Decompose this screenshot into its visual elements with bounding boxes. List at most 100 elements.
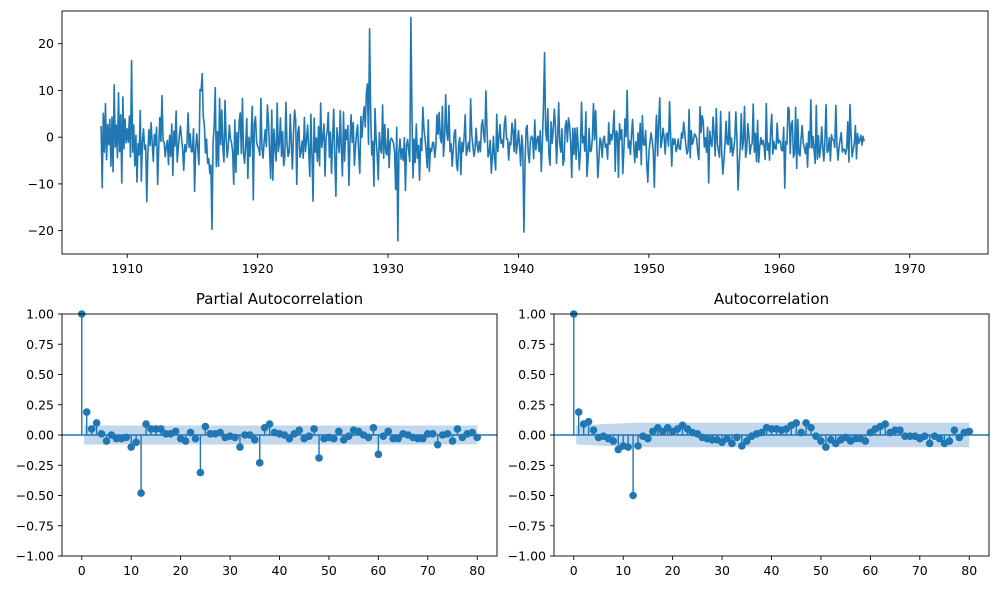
acf-x-tick-label: 70 bbox=[912, 563, 928, 578]
pacf-x-tick-label: 20 bbox=[173, 563, 189, 578]
ts-x-tick-label: 1960 bbox=[763, 261, 795, 276]
time-series-x-axis: 1910 1920 1930 1940 1950 1960 1970 bbox=[111, 254, 926, 276]
pacf-point bbox=[428, 429, 437, 438]
time-series-line bbox=[100, 16, 865, 242]
pacf-y-tick-label: −1.00 bbox=[16, 549, 54, 564]
pacf-point bbox=[87, 425, 96, 433]
pacf-point bbox=[191, 434, 200, 443]
acf-x-tick-label: 0 bbox=[570, 563, 578, 578]
pacf-point bbox=[344, 432, 353, 441]
pacf-point bbox=[394, 434, 402, 443]
pacf-point bbox=[305, 432, 313, 441]
acf-point bbox=[807, 423, 815, 432]
pacf-point bbox=[137, 489, 145, 497]
pacf-y-tick-label: 1.00 bbox=[26, 307, 54, 322]
acf-stems bbox=[569, 310, 974, 500]
acf-point bbox=[609, 437, 618, 445]
pacf-point bbox=[196, 468, 205, 477]
acf-point bbox=[822, 443, 830, 451]
pacf-y-tick-label: 0.50 bbox=[26, 367, 54, 382]
acf-y-tick-label: 0.00 bbox=[518, 428, 546, 443]
acf-y-tick-label: −0.50 bbox=[508, 488, 546, 503]
pacf-point bbox=[132, 438, 140, 447]
time-series-frame bbox=[61, 10, 989, 255]
pacf-x-tick-label: 50 bbox=[321, 563, 337, 578]
pacf-y-tick-label: 0.25 bbox=[26, 397, 54, 412]
pacf-x-axis: 0 10 20 30 40 50 60 70 80 bbox=[78, 556, 485, 578]
ts-y-tick-label: 0 bbox=[46, 130, 54, 145]
pacf-point bbox=[265, 420, 274, 428]
acf-point bbox=[950, 426, 959, 434]
pacf-y-axis: −1.00 −0.75 −0.50 −0.25 0.00 0.25 0.50 0.75 1.00 bbox=[16, 307, 62, 564]
pacf-point bbox=[181, 437, 190, 445]
acf-point bbox=[935, 434, 944, 443]
acf-point bbox=[881, 420, 889, 428]
acf-title: Autocorrelation bbox=[714, 290, 829, 308]
acf-point bbox=[629, 491, 637, 500]
acf-point bbox=[925, 439, 934, 448]
pacf-point bbox=[255, 459, 264, 467]
pacf-point bbox=[335, 427, 343, 436]
pacf-point bbox=[364, 433, 373, 442]
pacf-point bbox=[82, 408, 91, 416]
pacf-panel: Partial Autocorrelation 0 10 20 30 40 50 60 70 8… bbox=[16, 290, 498, 578]
acf-point bbox=[742, 437, 751, 445]
pacf-point bbox=[236, 443, 244, 451]
pacf-point bbox=[330, 434, 338, 443]
pacf-point bbox=[122, 433, 131, 442]
pacf-title: Partial Autocorrelation bbox=[196, 290, 363, 308]
acf-point bbox=[792, 419, 801, 427]
acf-point bbox=[945, 437, 954, 445]
acf-x-tick-label: 30 bbox=[714, 563, 730, 578]
acf-point bbox=[965, 427, 974, 436]
pacf-point bbox=[443, 429, 452, 438]
acf-point bbox=[812, 432, 820, 441]
acf-point bbox=[723, 434, 731, 443]
acf-y-tick-label: −0.75 bbox=[508, 518, 546, 533]
acf-y-tick-label: 0.50 bbox=[518, 367, 546, 382]
acf-y-tick-label: −0.25 bbox=[508, 458, 546, 473]
acf-x-axis: 0 10 20 30 40 50 60 70 80 bbox=[570, 556, 977, 578]
acf-panel: Autocorrelation 0 10 20 30 40 50 60 70 80 −1.00−… bbox=[508, 290, 990, 578]
pacf-x-tick-label: 10 bbox=[123, 563, 139, 578]
time-series-y-axis: −20 −10 0 10 20 bbox=[28, 36, 62, 238]
acf-point bbox=[634, 442, 642, 450]
acf-point bbox=[738, 442, 746, 450]
acf-point bbox=[624, 443, 632, 451]
pacf-point bbox=[92, 419, 101, 427]
pacf-point bbox=[127, 443, 136, 451]
pacf-point bbox=[231, 433, 239, 442]
acf-y-axis: −1.00 −0.75 −0.50 −0.25 0.00 0.25 0.50 0.75 1.00 bbox=[508, 307, 554, 564]
pacf-point bbox=[384, 427, 393, 436]
ts-x-tick-label: 1920 bbox=[242, 261, 274, 276]
acf-point bbox=[817, 437, 825, 445]
acf-point bbox=[584, 417, 593, 426]
pacf-point bbox=[419, 434, 427, 443]
acf-point bbox=[920, 432, 929, 441]
ts-x-tick-label: 1910 bbox=[111, 261, 143, 276]
acf-x-tick-label: 60 bbox=[862, 563, 878, 578]
pacf-frame bbox=[61, 313, 498, 557]
acf-point bbox=[802, 419, 810, 427]
acf-y-tick-label: 0.75 bbox=[518, 337, 546, 352]
acf-point bbox=[861, 437, 870, 445]
pacf-point bbox=[379, 432, 388, 441]
ts-x-tick-label: 1930 bbox=[372, 261, 404, 276]
ts-y-tick-label: −20 bbox=[28, 223, 54, 238]
acf-point bbox=[728, 439, 736, 448]
ts-y-tick-label: 10 bbox=[38, 83, 54, 98]
acf-y-tick-label: 1.00 bbox=[518, 307, 546, 322]
acf-x-tick-label: 20 bbox=[665, 563, 681, 578]
acf-point bbox=[589, 426, 598, 434]
pacf-stems bbox=[77, 310, 482, 497]
pacf-x-tick-label: 80 bbox=[469, 563, 485, 578]
pacf-x-tick-label: 40 bbox=[272, 563, 288, 578]
pacf-point bbox=[468, 428, 477, 437]
pacf-point bbox=[186, 428, 195, 437]
pacf-point bbox=[102, 437, 111, 445]
pacf-y-tick-label: −0.25 bbox=[16, 458, 54, 473]
pacf-point bbox=[295, 426, 304, 434]
pacf-point bbox=[97, 429, 106, 438]
pacf-y-tick-label: 0.75 bbox=[26, 337, 54, 352]
acf-point bbox=[733, 433, 741, 442]
